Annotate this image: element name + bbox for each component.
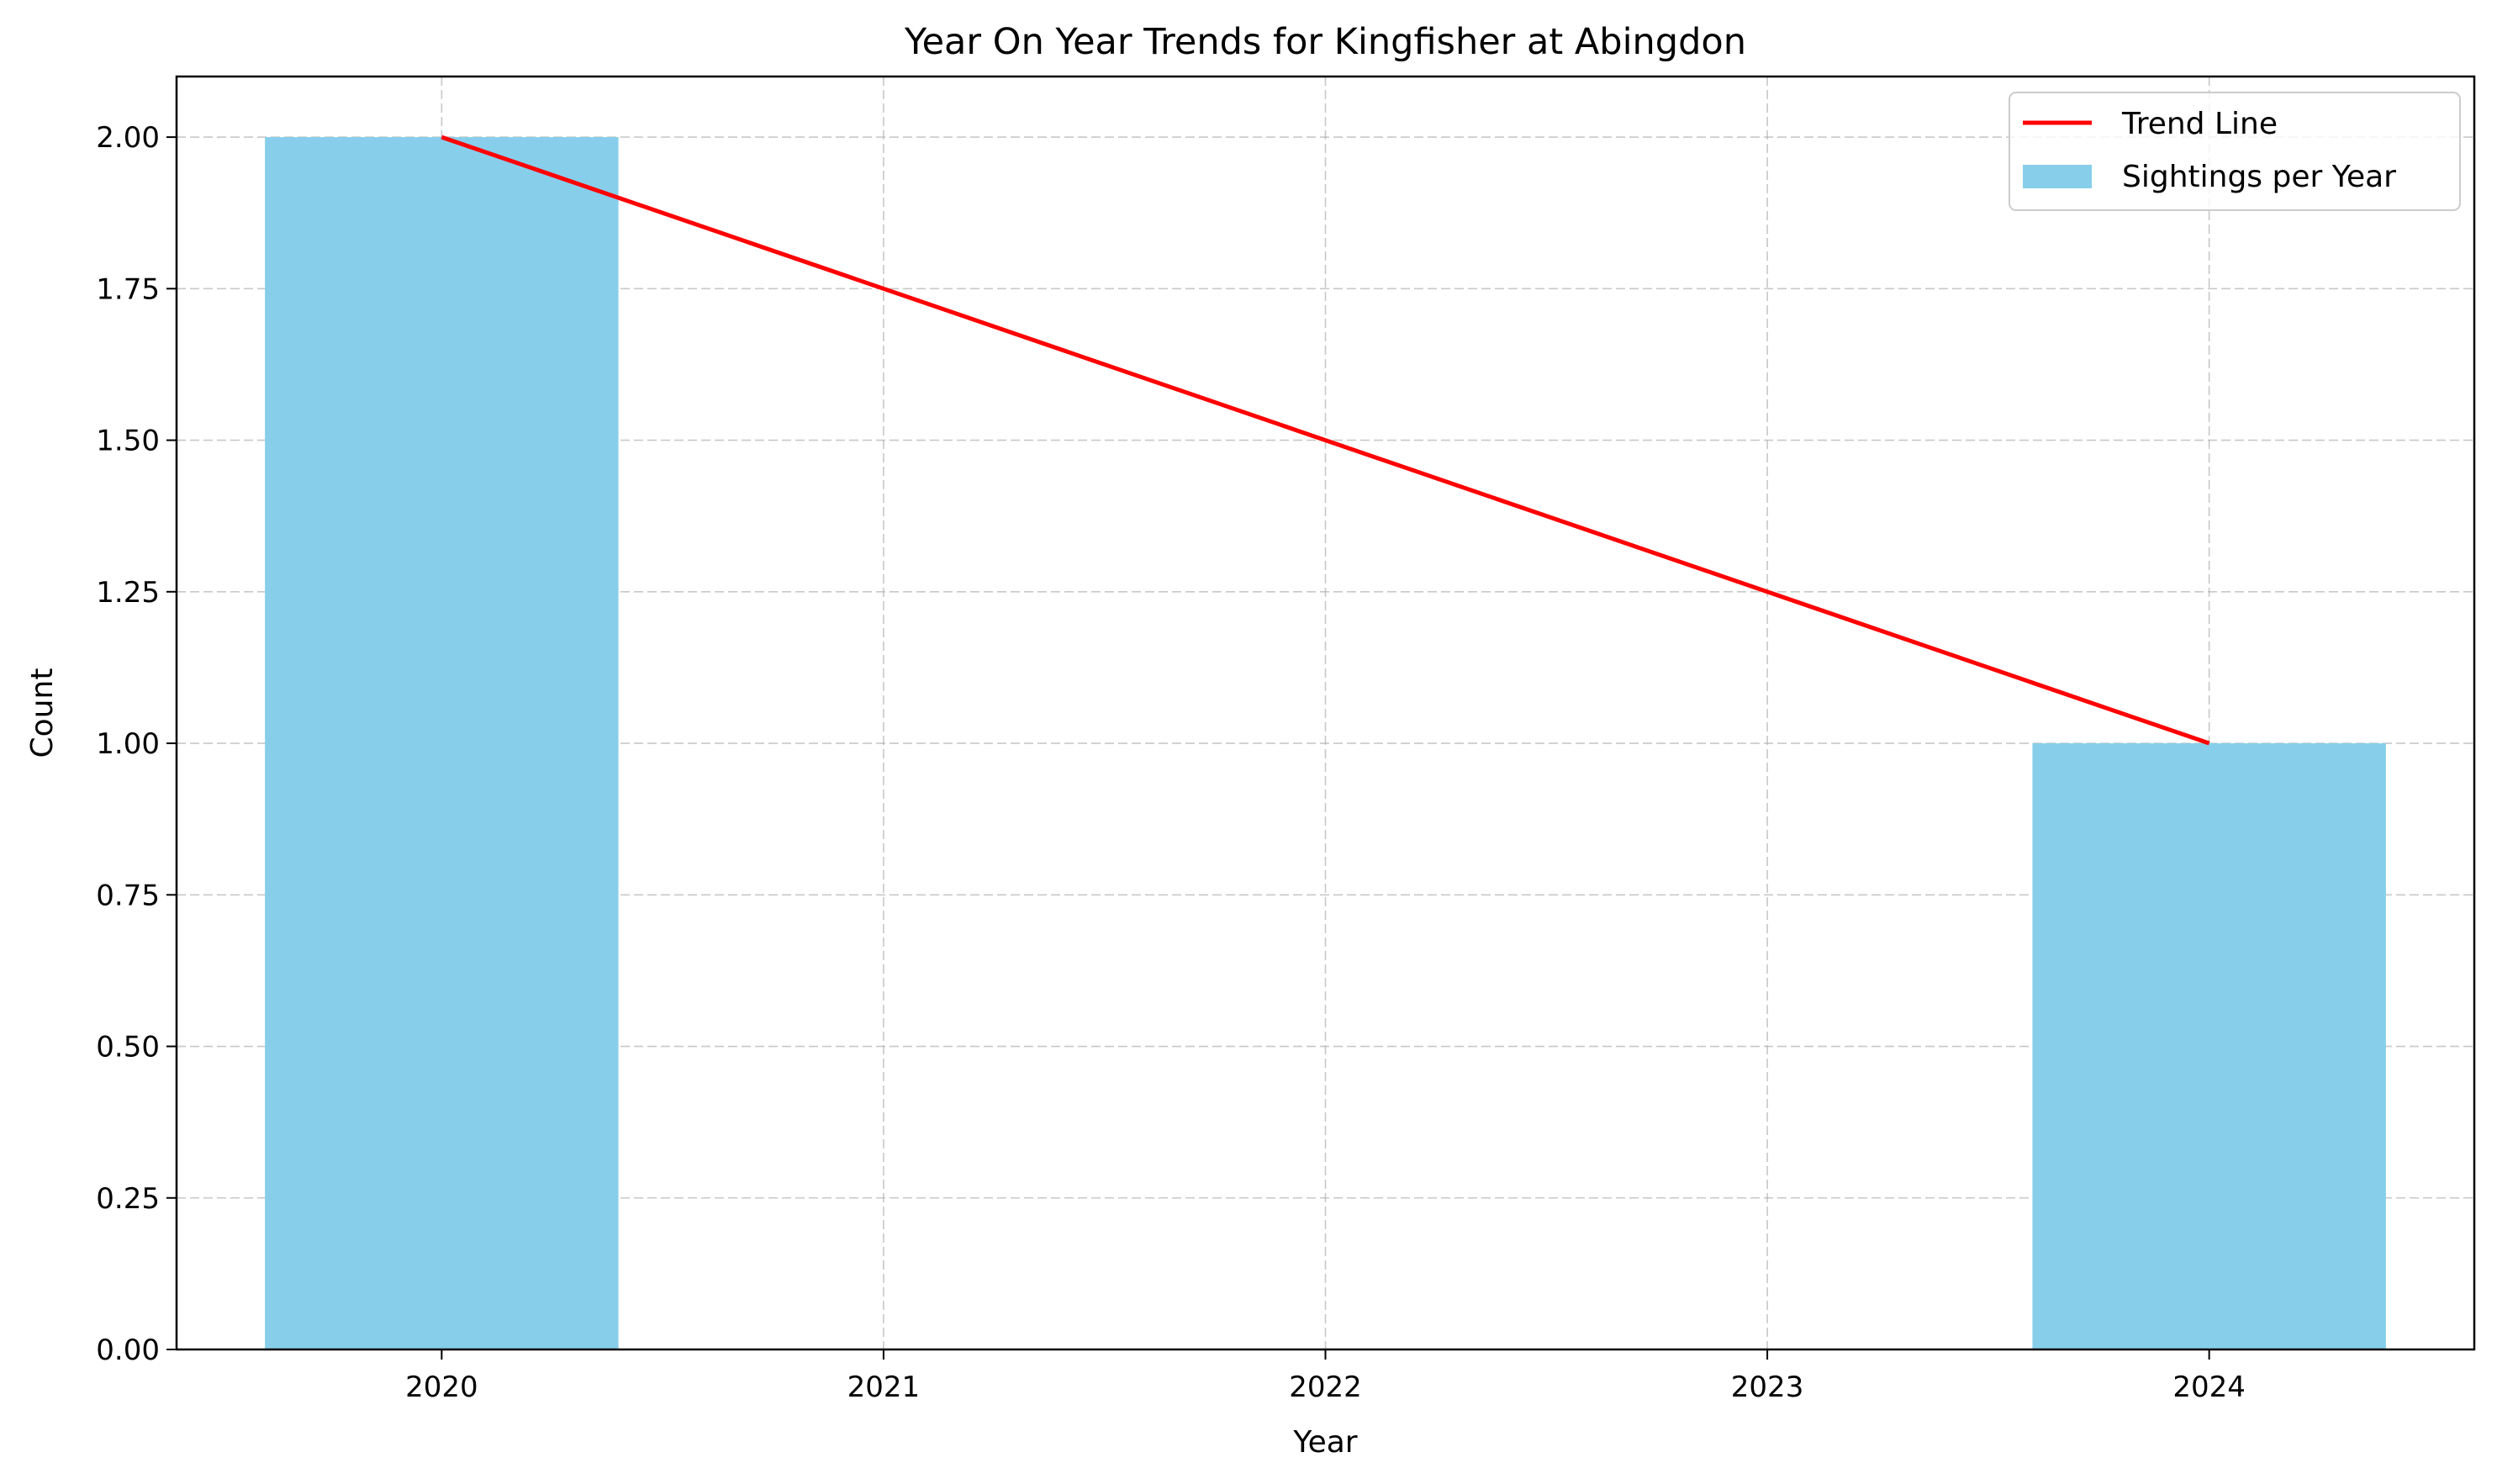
legend-label-trend-line: Trend Line bbox=[2121, 107, 2278, 141]
y-tick-label: 0.50 bbox=[96, 1031, 160, 1064]
x-tick-label: 2023 bbox=[1731, 1370, 1804, 1404]
legend: Trend Line Sightings per Year bbox=[2009, 92, 2461, 211]
y-tick-label: 0.75 bbox=[96, 879, 160, 912]
x-tick-label: 2021 bbox=[847, 1370, 921, 1404]
y-tick-label: 1.25 bbox=[96, 576, 160, 610]
y-tick-label: 1.00 bbox=[96, 727, 160, 761]
ticks: 0.00 0.25 0.50 0.75 1.00 1.25 1.50 1.75 2.00 2020… bbox=[96, 121, 2246, 1404]
y-tick-label: 1.50 bbox=[96, 425, 160, 458]
x-tick-label: 2024 bbox=[2172, 1370, 2246, 1404]
x-tick-label: 2022 bbox=[1289, 1370, 1362, 1404]
trend-line-layer bbox=[441, 135, 2210, 746]
x-tick-label: 2020 bbox=[405, 1370, 478, 1404]
y-tick-label: 0.00 bbox=[96, 1333, 160, 1367]
bar-2024 bbox=[2032, 743, 2386, 1349]
y-tick-label: 0.25 bbox=[96, 1182, 160, 1216]
y-tick-label: 1.75 bbox=[96, 272, 160, 306]
x-axis-label: Year bbox=[1292, 1425, 1357, 1460]
trend-line bbox=[441, 135, 2210, 746]
bars bbox=[265, 137, 2386, 1350]
y-tick-label: 2.00 bbox=[96, 121, 160, 155]
chart-title: Year On Year Trends for Kingfisher at Ab… bbox=[904, 21, 1746, 63]
bar-2020 bbox=[265, 137, 619, 1350]
legend-swatch-sightings bbox=[2023, 165, 2092, 188]
y-axis-label: Count bbox=[25, 668, 60, 758]
legend-label-sightings: Sightings per Year bbox=[2122, 160, 2396, 194]
legend-box bbox=[2009, 92, 2461, 211]
